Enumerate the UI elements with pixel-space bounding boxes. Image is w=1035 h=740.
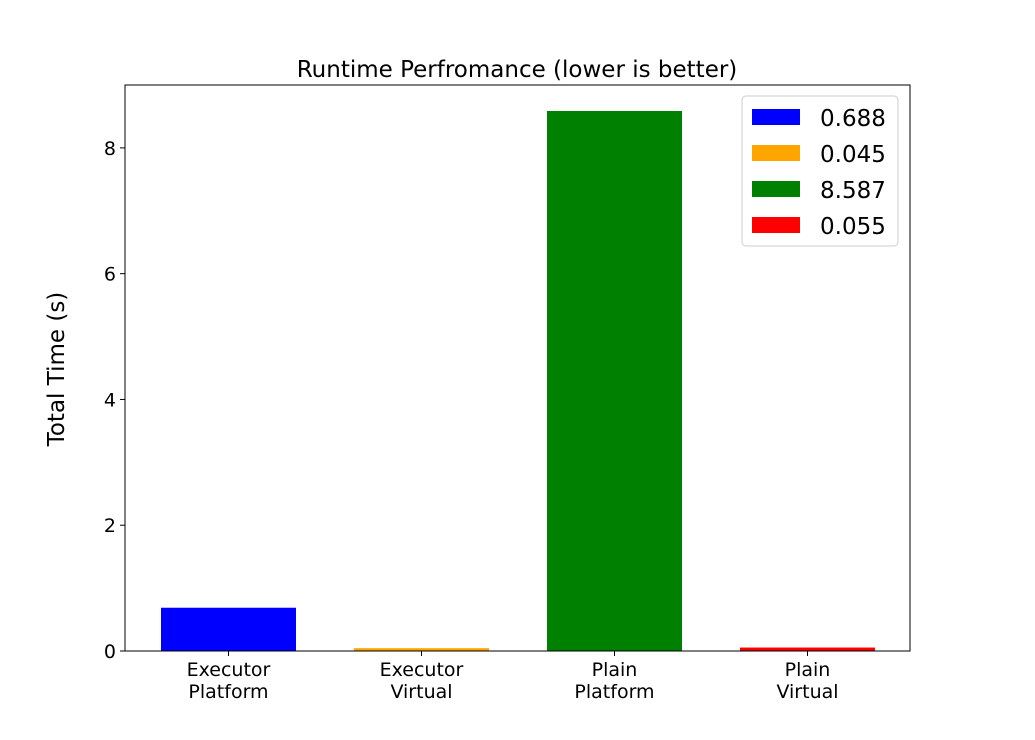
y-tick-label: 8: [104, 138, 116, 160]
legend: 0.688 0.045 8.587 0.055: [741, 95, 899, 247]
legend-label: 0.045: [820, 142, 886, 168]
y-axis-ticks: 0 2 4 6 8: [104, 138, 125, 663]
x-tick-label: Plain Platform: [574, 659, 654, 703]
y-tick-label: 4: [104, 389, 116, 411]
legend-swatch: [752, 109, 800, 125]
bars-layer: [161, 110, 875, 651]
chart-title: Runtime Perfromance (lower is better): [297, 57, 738, 83]
legend-label: 8.587: [820, 178, 886, 204]
legend-swatch: [752, 217, 800, 233]
legend-label: 0.055: [820, 214, 886, 240]
legend-swatch: [752, 145, 800, 161]
bar-3: [740, 647, 875, 651]
y-axis-label: Total Time (s): [44, 292, 70, 448]
bar-0: [161, 607, 296, 651]
legend-swatch: [752, 181, 800, 197]
x-axis-ticks: Executor Platform Executor Virtual Plain Plat…: [187, 651, 839, 703]
x-tick-label: Plain Virtual: [776, 659, 838, 703]
y-tick-label: 6: [104, 264, 116, 286]
y-tick-label: 2: [104, 515, 116, 537]
bar-1: [354, 648, 489, 651]
bar-2: [547, 110, 682, 651]
plot-area-frame: [124, 84, 911, 652]
y-tick-label: 0: [104, 641, 116, 663]
x-tick-label: Executor Virtual: [380, 659, 464, 703]
x-tick-label: Executor Platform: [187, 659, 271, 703]
legend-box: [741, 95, 899, 247]
legend-label: 0.688: [820, 106, 886, 132]
